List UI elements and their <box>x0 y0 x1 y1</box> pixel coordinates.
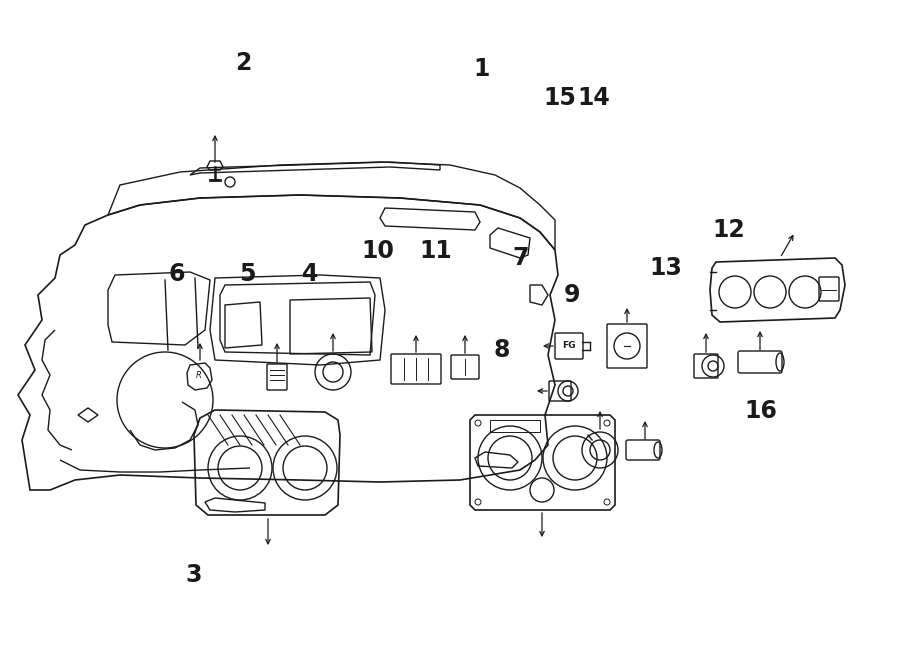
Text: 9: 9 <box>564 284 580 307</box>
Bar <box>490 420 540 432</box>
Text: 15: 15 <box>544 86 576 110</box>
Text: R: R <box>196 371 202 381</box>
Text: FG: FG <box>562 342 576 350</box>
Text: 14: 14 <box>578 86 610 110</box>
Text: 3: 3 <box>185 563 202 587</box>
Text: 11: 11 <box>419 239 452 263</box>
Text: 5: 5 <box>239 262 256 286</box>
Text: 1: 1 <box>473 58 490 81</box>
Text: 10: 10 <box>362 239 394 263</box>
Text: 8: 8 <box>494 338 510 362</box>
Text: 7: 7 <box>512 246 528 270</box>
Text: 13: 13 <box>650 256 682 280</box>
Text: 6: 6 <box>168 262 184 286</box>
Text: 12: 12 <box>713 218 745 242</box>
Text: 16: 16 <box>744 399 777 423</box>
Text: 2: 2 <box>235 51 251 75</box>
Text: 4: 4 <box>302 262 319 286</box>
